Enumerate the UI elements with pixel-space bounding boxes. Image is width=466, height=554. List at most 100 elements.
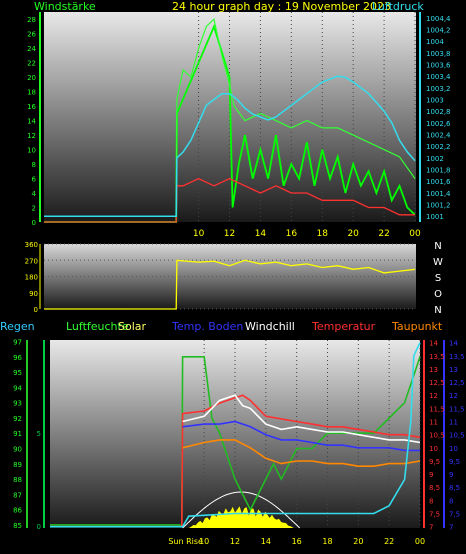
compass-label: N [434,241,441,252]
dew-series [182,439,421,468]
time-tick-label: 12 [230,537,240,546]
winddir-tick-label: 0 [34,306,38,314]
wind-tick-label: 28 [27,16,36,24]
time-tick-label: 10 [199,537,209,546]
time-tick-label: 20 [347,229,359,239]
pressure-tick-label: 1003,4 [426,73,451,81]
humidity-series [50,355,421,526]
wind-tick-label: 20 [27,74,36,82]
legend-solar: Solar [118,320,147,333]
header-left-label: Windstärke [34,0,96,13]
humidity-tick-label: 96 [13,354,22,362]
soil-tick-label: 13 [449,366,458,374]
compass-label: W [433,257,443,268]
pressure-tick-label: 1001,2 [426,202,451,210]
winddir-tick-label: 180 [25,274,38,282]
temp_line-series [44,177,415,223]
humidity-tick-label: 93 [13,400,22,408]
temp-tick-label: 7,5 [429,511,440,519]
wind-tick-label: 18 [27,89,36,97]
temp-tick-label: 12,5 [429,379,445,387]
wind-tick-label: 2 [32,205,36,213]
time-tick-label: 16 [286,229,298,239]
time-tick-label: 18 [317,229,329,239]
pressure-tick-label: 1002,4 [426,132,451,140]
legend-humidity: Luftfeuchte [66,320,129,333]
solar-area [188,506,294,528]
compass-label: O [434,289,442,300]
humidity-tick-label: 95 [13,369,22,377]
pressure-tick-label: 1003 [426,97,444,105]
temp-tick-label: 9 [429,471,433,479]
temp-tick-label: 10 [429,445,438,453]
pressure-tick-label: 1001 [426,213,444,221]
winddir-tick-label: 270 [25,257,38,265]
time-tick-label: 10 [193,229,205,239]
pressure-tick-label: 1001,6 [426,178,451,186]
pressure-tick-label: 1002 [426,155,444,163]
temp-tick-label: 14 [429,340,438,348]
soil-tick-label: 12,5 [449,379,465,387]
humidity-tick-label: 90 [13,446,22,454]
humidity-tick-label: 85 [13,522,22,530]
cyan_line-series [50,342,421,528]
temp-tick-label: 11,5 [429,405,445,413]
compass-label: S [435,273,441,284]
humidity-tick-label: 89 [13,461,22,469]
soil-tick-label: 8 [449,497,453,505]
time-tick-label: 00 [409,229,421,239]
legend-soil: Temp. Boden [171,320,243,333]
time-tick-label: 16 [292,537,302,546]
soil-tick-label: 14 [449,340,458,348]
temp-series [50,394,421,528]
pressure-tick-label: 1003,8 [426,50,451,58]
wind-series [44,23,416,223]
soil-tick-label: 12 [449,392,458,400]
wind-tick-label: 0 [32,219,36,227]
humidity-tick-label: 92 [13,415,22,423]
temp-tick-label: 11 [429,419,438,427]
pressure-series [44,75,416,217]
wind-tick-label: 16 [27,103,36,111]
soil-tick-label: 9 [449,471,453,479]
time-tick-label: 22 [384,537,394,546]
wind-tick-label: 24 [27,45,36,53]
winddir-plot-area [44,244,416,309]
pressure-tick-label: 1004,4 [426,15,451,23]
soil-tick-label: 10 [449,445,458,453]
soil-tick-label: 7 [449,524,453,532]
legend-dew: Taupunkt [391,320,443,333]
pressure-tick-label: 1004,2 [426,27,451,35]
humidity-tick-label: 87 [13,491,22,499]
rain-tick-label: 0 [37,523,41,531]
pressure-tick-label: 1003,6 [426,62,451,70]
pressure-tick-label: 1002,8 [426,108,451,116]
windchill-series [182,394,421,444]
winddir-tick-label: 360 [25,241,38,249]
temp-tick-label: 13 [429,366,438,374]
pressure-tick-label: 1001,8 [426,167,451,175]
time-tick-label: Sun Rise [168,537,203,546]
time-tick-label: 12 [224,229,235,239]
soil-tick-label: 11,5 [449,405,465,413]
wind-tick-label: 10 [27,147,36,155]
time-tick-label: 14 [261,537,271,546]
temp-tick-label: 8 [429,497,433,505]
pressure-tick-label: 1001,4 [426,190,451,198]
wind-tick-label: 14 [27,118,36,126]
header-right-label: Luftdruck [372,0,424,13]
legend-windchill: Windchill [245,320,295,333]
soil-tick-label: 11 [449,419,458,427]
time-tick-label: 22 [378,229,389,239]
humidity-tick-label: 86 [13,507,22,515]
soil-series [182,420,420,452]
wind-tick-label: 22 [27,60,36,68]
soil-tick-label: 9,5 [449,458,460,466]
legend-rain: Regen [0,320,35,333]
temp-tick-label: 12 [429,392,438,400]
humidity-tick-label: 94 [13,384,22,392]
temp-tick-label: 9,5 [429,458,440,466]
rain-tick-label: 5 [37,430,41,438]
